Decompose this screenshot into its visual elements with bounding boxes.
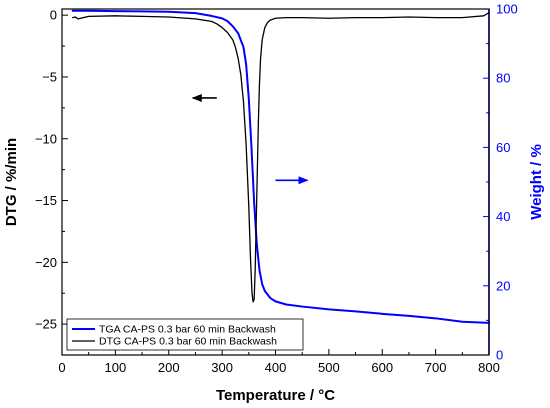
y-right-tick-label: 80 (496, 71, 510, 86)
y-left-tick-label: −10 (35, 131, 57, 146)
legend-box (66, 318, 304, 351)
x-tick-label: 200 (158, 360, 180, 375)
legend-entry-label: TGA CA-PS 0.3 bar 60 min Backwash (99, 324, 276, 336)
x-axis-title: Temperature / °C (216, 387, 335, 404)
legend-entry-label: DTG CA-PS 0.3 bar 60 min Backwash (99, 336, 277, 348)
x-tick-label: 600 (371, 360, 393, 375)
x-tick-label: 100 (105, 360, 127, 375)
y-left-tick-label: −15 (35, 193, 57, 208)
y-right-tick-label: 20 (496, 278, 510, 293)
series-layer (71, 9, 490, 324)
y-right-tick-label: 100 (496, 2, 518, 17)
y-left-tick-label: −20 (35, 255, 57, 270)
y-left-tick-label: −25 (35, 317, 57, 332)
y-left-tick-label: 0 (50, 8, 57, 23)
x-tick-label: 500 (318, 360, 340, 375)
dtg-series-line (72, 12, 490, 303)
y-left-axis-title: DTG / %/min (3, 138, 20, 226)
tga-series-line (71, 9, 490, 324)
annotation-layer (191, 93, 309, 185)
y-left-tick-label: −5 (42, 69, 57, 84)
y-right-tick-label: 40 (496, 209, 510, 224)
x-tick-label: 400 (265, 360, 287, 375)
y-right-tick-label: 0 (496, 348, 503, 363)
plot-frame (61, 8, 490, 356)
x-tick-label: 0 (58, 360, 65, 375)
x-tick-label: 700 (425, 360, 447, 375)
y-right-tick-label: 60 (496, 140, 510, 155)
x-tick-label: 300 (211, 360, 233, 375)
y-right-axis-title: Weight / % (528, 144, 545, 220)
x-tick-label: 800 (478, 360, 500, 375)
